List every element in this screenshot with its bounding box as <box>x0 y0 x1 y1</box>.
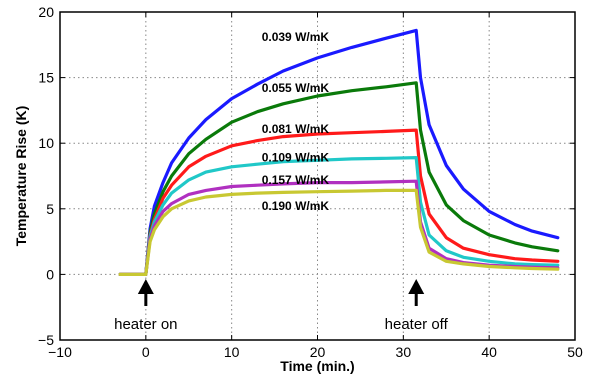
x-tick-label: 50 <box>567 344 583 360</box>
series-line-4 <box>118 156 560 276</box>
x-axis-label: Time (min.) <box>280 358 354 374</box>
series-line-2 <box>118 81 560 276</box>
arrow-head-icon <box>137 279 154 294</box>
series-line-3 <box>118 128 560 276</box>
annotation-arrow-1: heater on <box>114 279 178 333</box>
annotation-text: heater on <box>114 316 177 333</box>
y-tick-label: −5 <box>38 332 54 348</box>
x-tick-label: 10 <box>224 344 240 360</box>
series-labels: 0.039 W/mK 0.055 W/mK 0.081 W/mK 0.109 W/mK… <box>262 30 330 213</box>
y-tick-label: 5 <box>46 201 54 217</box>
x-tick-label: −10 <box>48 344 72 360</box>
x-tick-label: 40 <box>481 344 497 360</box>
series-label-6: 0.190 W/mK <box>262 199 330 213</box>
axis-ticks: −10 0 10 20 30 40 50 −5 0 5 10 15 20 <box>38 4 583 360</box>
annotation-arrow-2: heater off <box>385 279 449 333</box>
y-tick-label: 20 <box>38 4 54 20</box>
series-label-2: 0.055 W/mK <box>262 81 330 95</box>
series-line-1 <box>118 28 560 276</box>
x-tick-label: 0 <box>142 344 150 360</box>
annotation-text: heater off <box>385 316 449 333</box>
y-tick-label: 10 <box>38 135 54 151</box>
series-line-6 <box>118 188 560 276</box>
annotations: heater on heater off <box>114 279 449 333</box>
y-tick-label: 0 <box>46 266 54 282</box>
x-tick-label: 30 <box>396 344 412 360</box>
series-lines <box>118 28 560 276</box>
x-tick-label: 20 <box>310 344 326 360</box>
y-tick-label: 15 <box>38 70 54 86</box>
series-label-5: 0.157 W/mK <box>262 173 330 187</box>
arrow-head-icon <box>408 279 425 294</box>
y-axis-label: Temperature Rise (K) <box>13 106 29 247</box>
series-label-1: 0.039 W/mK <box>262 30 330 44</box>
series-label-3: 0.081 W/mK <box>262 122 330 136</box>
series-label-4: 0.109 W/mK <box>262 151 330 165</box>
